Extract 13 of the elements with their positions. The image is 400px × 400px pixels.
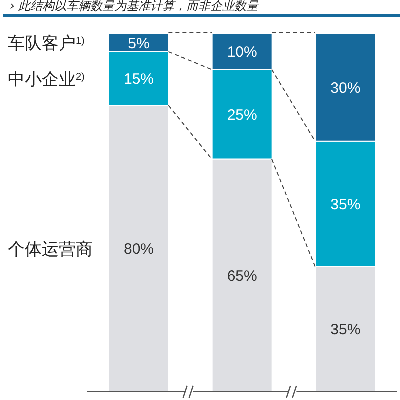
series-label: 个体运营商 xyxy=(8,240,93,259)
data-label: 30% xyxy=(330,80,361,98)
data-label: 35% xyxy=(330,322,361,339)
series-label: 中小企业$^{2)}$ xyxy=(8,70,85,89)
chart-subtitle: › 此结构以车辆数量为基准计算，而非企业数量 xyxy=(10,0,259,13)
data-label: 10% xyxy=(227,44,258,62)
data-label: 15% xyxy=(124,71,154,88)
series-label: 车队客户$^{1)}$ xyxy=(8,34,85,53)
data-label: 80% xyxy=(124,241,154,258)
data-label: 5% xyxy=(128,35,150,52)
data-label: 25% xyxy=(227,106,258,124)
data-label: 35% xyxy=(330,196,361,214)
data-label: 65% xyxy=(227,268,258,285)
